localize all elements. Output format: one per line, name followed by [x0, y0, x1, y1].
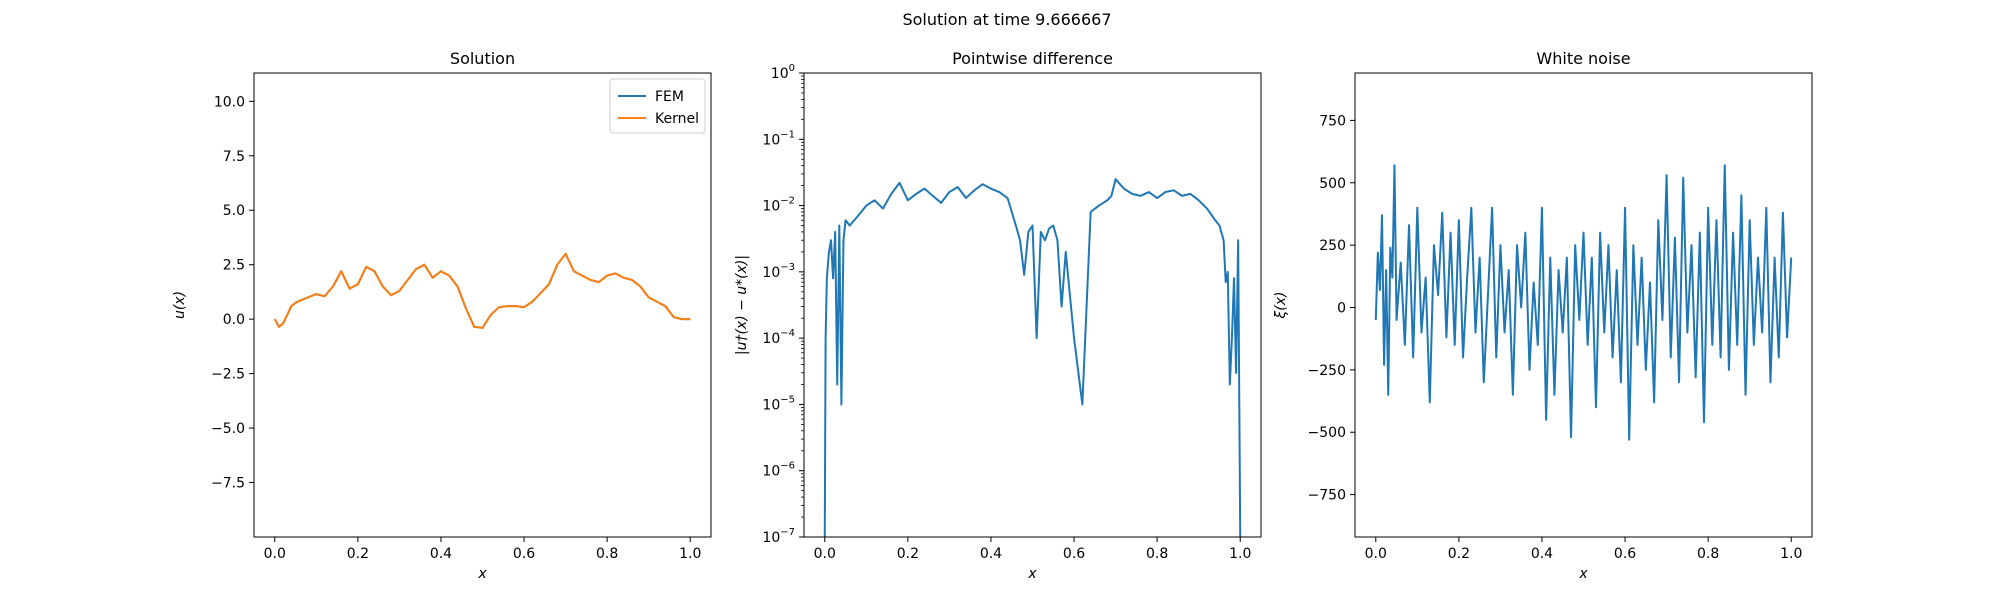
y-tick-label-base: 10 — [762, 331, 780, 347]
panels: Solution 0.0 0.2 0.4 0.6 0.8 1.0 10.0 7.5 5.0 2.5 0… — [172, 49, 1813, 582]
x-tick-label: 0.4 — [1531, 546, 1553, 562]
y-tick-label-exponent: −3 — [780, 262, 795, 273]
y-tick-label: 10−5 — [762, 394, 795, 413]
x-tick-label: 0.4 — [430, 546, 452, 562]
y-tick-label: −750 — [1308, 488, 1346, 504]
y-tick-label-exponent: 0 — [789, 63, 795, 74]
kernel-line — [273, 252, 691, 329]
chart-title: White noise — [1536, 49, 1630, 68]
y-axis-label: u(x) — [172, 291, 188, 319]
y-tick-label: 10−3 — [762, 262, 795, 281]
x-tick-label: 1.0 — [679, 546, 701, 562]
y-axis-label: |u†(x) − u*(x)| — [734, 255, 750, 355]
series-group — [1374, 164, 1793, 441]
x-tick-label: 0.6 — [513, 546, 535, 562]
x-tick-label: 1.0 — [1780, 546, 1802, 562]
x-tick-label: 0.6 — [1063, 546, 1085, 562]
y-tick-label-exponent: −4 — [780, 328, 795, 339]
x-axis-label: x — [1578, 566, 1588, 582]
axes-frame — [803, 72, 1262, 538]
y-tick-label: 750 — [1319, 113, 1346, 129]
x-tick-label: 0.2 — [347, 546, 369, 562]
legend-label-kernel: Kernel — [655, 111, 699, 127]
x-axis-label: x — [477, 566, 487, 582]
legend-box — [609, 78, 706, 134]
y-tick-label: 500 — [1319, 176, 1346, 192]
x-tick-label: 0.0 — [1365, 546, 1387, 562]
x-tick-label: 0.0 — [814, 546, 836, 562]
y-tick-label-exponent: −5 — [780, 394, 795, 405]
y-tick-label: 10−1 — [762, 129, 795, 148]
y-tick-label: −7.5 — [211, 476, 245, 492]
y-tick-label: 10.0 — [214, 94, 245, 110]
y-tick-label-exponent: −2 — [780, 196, 795, 207]
y-tick-label: −500 — [1308, 425, 1346, 441]
y-tick-label: −5.0 — [211, 421, 245, 437]
x-tick-label: 1.0 — [1229, 546, 1251, 562]
y-tick-label-base: 10 — [762, 397, 780, 413]
y-tick-label-exponent: −7 — [780, 527, 795, 538]
x-tick-label: 0.8 — [596, 546, 618, 562]
figure-suptitle: Solution at time 9.666667 — [902, 10, 1111, 29]
y-tick-label-base: 10 — [762, 132, 780, 148]
data-line — [823, 178, 1242, 537]
y-tick-label: 0 — [1337, 300, 1346, 316]
x-tick-label: 0.6 — [1614, 546, 1636, 562]
y-tick-label: 10−6 — [762, 461, 795, 480]
legend: FEM Kernel — [609, 78, 706, 134]
axes-frame — [253, 72, 712, 538]
y-tick-label: 7.5 — [223, 149, 245, 165]
y-tick-label: 10−4 — [762, 328, 795, 347]
y-tick-label: 10−2 — [762, 196, 795, 215]
y-tick-label-exponent: −6 — [780, 461, 795, 472]
y-tick-label-base: 10 — [762, 265, 780, 281]
y-tick-label-exponent: −1 — [780, 129, 795, 140]
axes-frame — [1354, 72, 1813, 538]
y-tick-label-base: 10 — [771, 66, 789, 82]
y-tick-label: −2.5 — [211, 367, 245, 383]
y-axis-label: ξ(x) — [1273, 291, 1289, 319]
x-axis-label: x — [1027, 566, 1037, 582]
x-tick-label: 0.2 — [897, 546, 919, 562]
y-tick-label: 10−7 — [762, 527, 795, 546]
data-line — [1374, 164, 1793, 441]
y-tick-label: −250 — [1308, 363, 1346, 379]
y-tick-label: 250 — [1319, 238, 1346, 254]
chart-panel-2: White noise 0.0 0.2 0.4 0.6 0.8 1.0 750 500 250 0 −… — [1273, 49, 1813, 582]
y-tick-label-base: 10 — [762, 199, 780, 215]
y-tick-label-base: 10 — [762, 464, 780, 480]
series-group — [273, 252, 691, 329]
x-tick-label: 0.0 — [264, 546, 286, 562]
chart-title: Solution — [450, 49, 515, 68]
x-tick-label: 0.2 — [1448, 546, 1470, 562]
x-tick-label: 0.8 — [1146, 546, 1168, 562]
chart-panel-1: Pointwise difference 0.0 0.2 0.4 0.6 0.8 1.0 10… — [734, 49, 1262, 582]
series-group — [823, 178, 1242, 537]
chart-panel-0: Solution 0.0 0.2 0.4 0.6 0.8 1.0 10.0 7.5 5.0 2.5 0… — [172, 49, 712, 582]
y-tick-label: 100 — [771, 63, 795, 82]
x-tick-label: 0.8 — [1697, 546, 1719, 562]
y-tick-label: 2.5 — [223, 258, 245, 274]
legend-label-fem: FEM — [655, 89, 684, 105]
x-tick-label: 0.4 — [980, 546, 1002, 562]
y-tick-label: 0.0 — [223, 312, 245, 328]
chart-title: Pointwise difference — [952, 49, 1113, 68]
y-tick-label: 5.0 — [223, 203, 245, 219]
y-tick-label-base: 10 — [762, 530, 780, 546]
